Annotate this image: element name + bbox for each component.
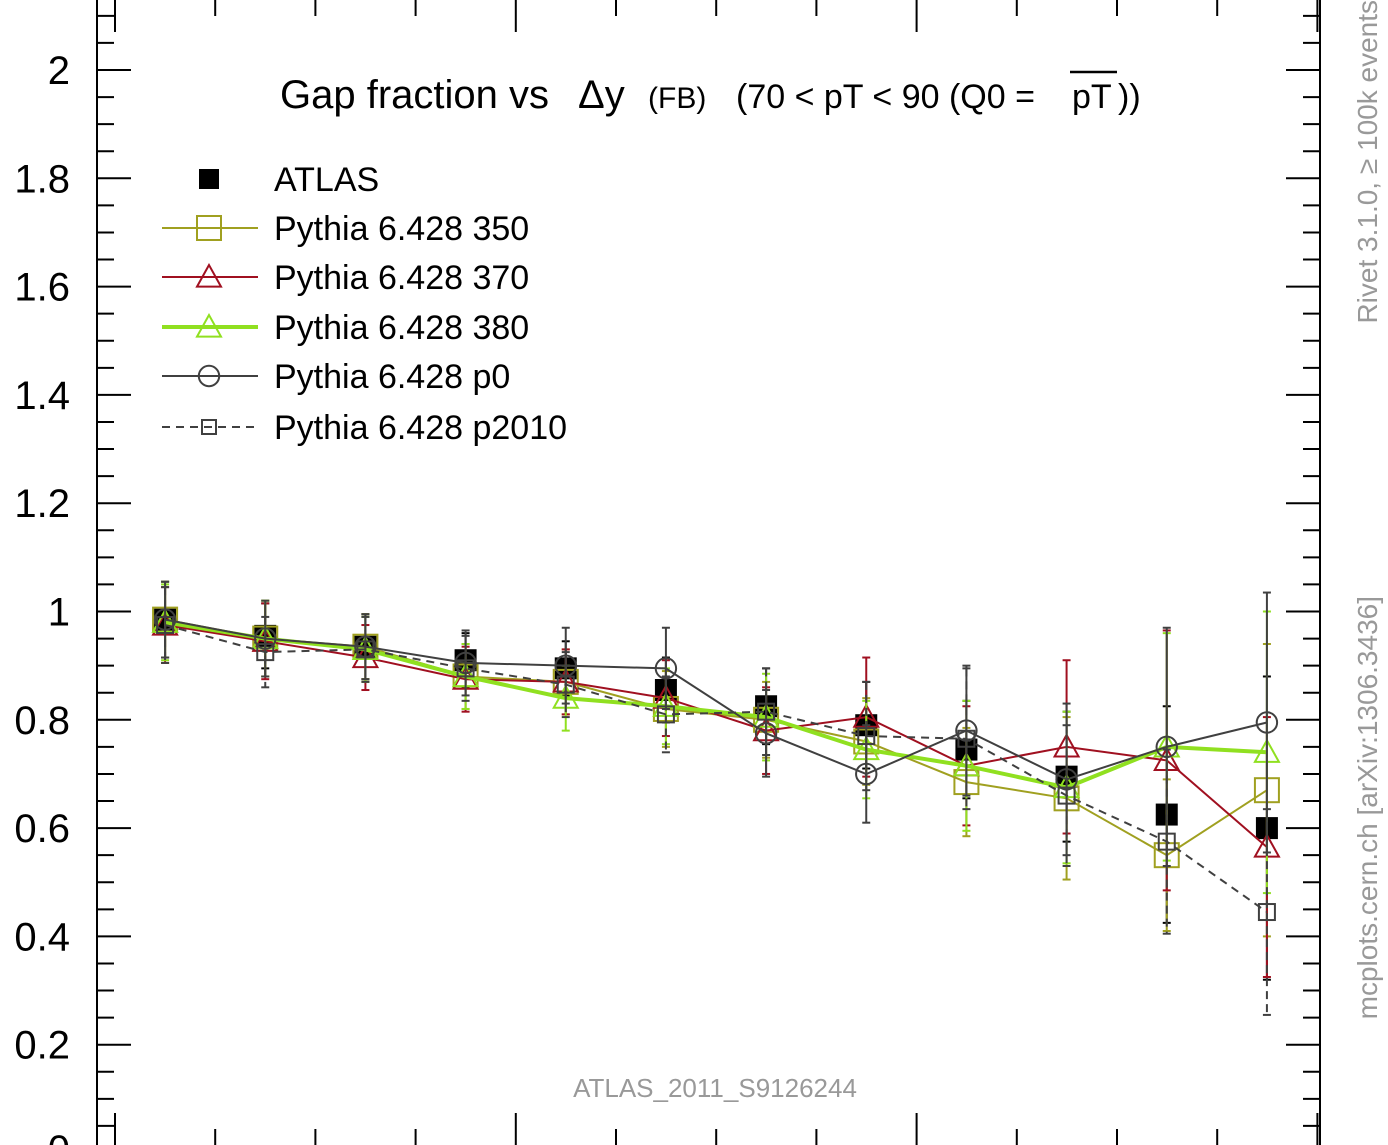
marker-open-square [356, 640, 375, 659]
series-line [164, 618, 1268, 857]
marker-open-square [1257, 903, 1276, 922]
y-tick-label: 0.6 [14, 807, 70, 851]
series-line [164, 618, 1268, 781]
marker-open-circle [1255, 711, 1279, 734]
title-delta: Δy [578, 73, 625, 117]
series-3 [151, 583, 1281, 895]
y-tick-label: 1.4 [14, 374, 70, 418]
axis-ticks [97, 0, 1320, 1145]
rivet-version-label: Rivet 3.1.0, ≥ 100k events [1352, 0, 1383, 324]
marker-open-triangle [195, 312, 223, 338]
y-tick-label: 0.4 [14, 915, 70, 959]
y-tick-label: 1 [48, 591, 70, 635]
series-0 [154, 580, 1278, 981]
marker-open-square [256, 643, 275, 662]
legend-label: ATLAS [274, 161, 379, 199]
y-tick-labels: 0.2 0.4 0.6 0.8 1 1.2 1.4 1.6 1.8 2 0 [14, 49, 70, 1145]
marker-open-triangle [195, 262, 223, 288]
legend-item: Pythia 6.428 p2010 [162, 409, 567, 447]
legend-label: Pythia 6.428 p2010 [274, 409, 567, 447]
legend-item: ATLAS [199, 161, 379, 199]
series-5 [156, 586, 1276, 1016]
marker-open-square [556, 675, 575, 694]
legend-item: Pythia 6.428 p0 [162, 358, 510, 396]
series-layer [151, 580, 1281, 1016]
series-line [164, 624, 1268, 848]
legend-label: Pythia 6.428 370 [274, 259, 529, 297]
legend-item: Pythia 6.428 370 [162, 259, 529, 297]
marker-open-square [456, 659, 475, 678]
y-tick-label: 1.2 [14, 482, 70, 526]
series-line [164, 620, 1268, 790]
marker-open-circle [197, 364, 221, 388]
chart-title: Gap fraction vs Δy (FB) (70 < pT < 90 (Q… [280, 70, 1141, 117]
series-line [164, 624, 1268, 913]
title-pt: pT [1072, 78, 1112, 116]
title-main: Gap fraction vs [280, 73, 549, 117]
marker-open-square [1057, 786, 1076, 805]
legend-label: Pythia 6.428 p0 [274, 358, 510, 396]
legend-item: Pythia 6.428 380 [162, 309, 529, 347]
mcplots-reference-label: mcplots.cern.ch [arXiv:1306.3436] [1352, 596, 1383, 1019]
marker-open-square [857, 727, 876, 746]
y-tick-label: 2 [48, 49, 70, 93]
y-tick-label: 1.8 [14, 157, 70, 201]
y-tick-label: 1.6 [14, 266, 70, 310]
marker-open-square [656, 705, 675, 724]
y-tick-label: 0.8 [14, 699, 70, 743]
title-fb: (FB) [648, 82, 706, 115]
title-range: (70 < pT < 90 (Q0 = [736, 78, 1035, 116]
marker-open-square [1157, 832, 1176, 851]
y-tick-label: 0.2 [14, 1024, 70, 1068]
analysis-watermark: ATLAS_2011_S9126244 [573, 1073, 857, 1103]
plot-frame [96, 0, 1321, 1145]
marker-open-square [156, 616, 175, 635]
marker-open-square [757, 702, 776, 721]
marker-open-square [196, 215, 222, 241]
marker-open-square [201, 419, 217, 435]
legend-label: Pythia 6.428 350 [274, 210, 529, 248]
series-1 [152, 580, 1280, 938]
title-end: )) [1118, 78, 1141, 116]
marker-open-square [957, 729, 976, 748]
legend-item: Pythia 6.428 350 [162, 210, 529, 248]
plot-border [96, 0, 1321, 1145]
marker-filled-square [199, 169, 219, 189]
legend-label: Pythia 6.428 380 [274, 309, 529, 347]
legend: ATLAS Pythia 6.428 350 Pythia 6.428 370 Pyt… [162, 161, 567, 447]
y-tick-label-zero: 0 [48, 1128, 70, 1145]
